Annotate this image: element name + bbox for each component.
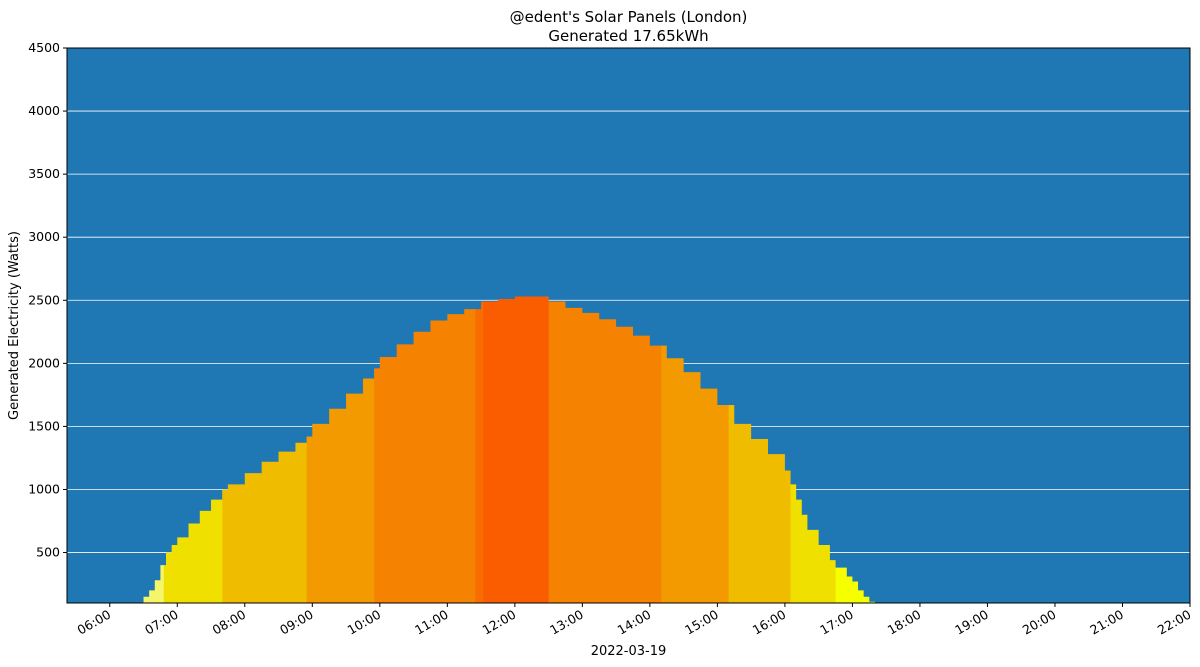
x-tick-label: 08:00 (210, 607, 249, 638)
y-tick-label: 2500 (28, 292, 60, 307)
chart-title: @edent's Solar Panels (London) (509, 8, 748, 26)
y-tick-label: 500 (36, 545, 60, 560)
y-tick-label: 2000 (28, 355, 60, 370)
generation-band (475, 296, 484, 603)
x-axis: 06:00 07:00 08:00 09:00 10:00 11:00 12:00 13:00… (75, 603, 1194, 638)
x-tick-label: 12:00 (480, 607, 519, 638)
chart-subtitle: Generated 17.65kWh (548, 27, 709, 45)
y-tick-label: 3500 (28, 166, 60, 181)
generation-band (483, 296, 550, 603)
x-tick-label: 22:00 (1155, 607, 1194, 638)
x-tick-label: 18:00 (885, 607, 924, 638)
plot-frame (66, 47, 1191, 604)
x-tick-label: 16:00 (750, 607, 789, 638)
y-tick-label: 4000 (28, 103, 60, 118)
y-tick-label: 1500 (28, 418, 60, 433)
y-axis-label: Generated Electricity (Watts) (7, 231, 22, 420)
y-tick-label: 4500 (28, 40, 60, 55)
x-tick-label: 06:00 (75, 607, 114, 638)
x-tick-label: 20:00 (1020, 607, 1059, 638)
x-tick-label: 13:00 (547, 607, 586, 638)
x-tick-label: 14:00 (615, 607, 654, 638)
y-axis: 500 1000 1500 2000 2500 3000 3500 4000 4500 (28, 40, 67, 560)
x-tick-label: 10:00 (345, 607, 384, 638)
y-tick-label: 3000 (28, 229, 60, 244)
y-tick-label: 1000 (28, 481, 60, 496)
x-tick-label: 15:00 (682, 607, 721, 638)
x-tick-label: 11:00 (412, 607, 451, 638)
x-tick-label: 07:00 (142, 607, 181, 638)
x-tick-label: 21:00 (1087, 607, 1126, 638)
generation-band (548, 296, 662, 603)
x-tick-label: 09:00 (277, 607, 316, 638)
x-tick-label: 17:00 (817, 607, 856, 638)
x-axis-label: 2022-03-19 (591, 644, 667, 659)
x-tick-label: 19:00 (952, 607, 991, 638)
